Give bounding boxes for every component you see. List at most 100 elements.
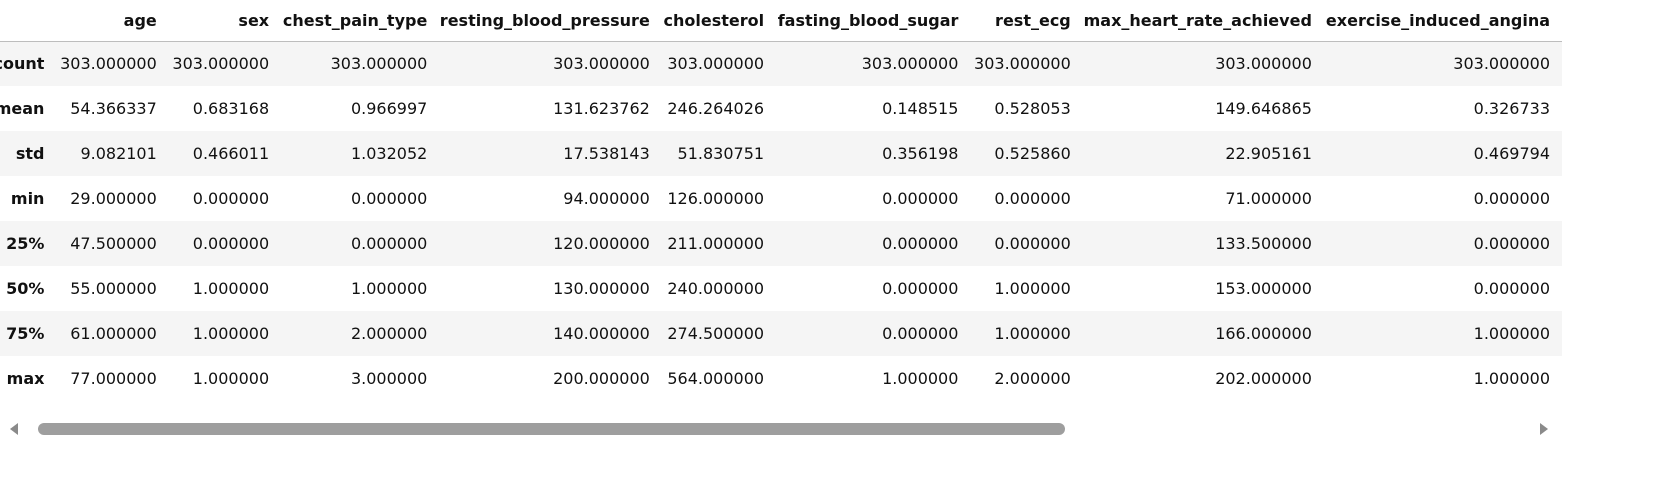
- table-cell: 0.000000: [350, 234, 428, 253]
- table-row: 75% 61.000000 1.000000 2.000000 140.0000…: [0, 311, 1562, 356]
- table-cell: 51.830751: [677, 144, 765, 163]
- table-cell: 0.525860: [994, 144, 1071, 163]
- table-row: max 77.000000 1.000000 3.000000 200.0000…: [0, 356, 1562, 401]
- table-cell: 2.000000: [350, 324, 428, 343]
- row-label: std: [15, 144, 45, 163]
- table-cell: 149.646865: [1215, 99, 1312, 118]
- column-header: sex: [168, 0, 282, 42]
- table-cell: 17.538143: [563, 144, 650, 163]
- row-label: 75%: [6, 324, 45, 343]
- table-cell: 94.000000: [563, 189, 650, 208]
- table-cell: 140.000000: [553, 324, 650, 343]
- table-cell: 166.000000: [1215, 324, 1312, 343]
- table-cell: 153.000000: [1215, 279, 1312, 298]
- table-row: 50% 55.000000 1.000000 1.000000 130.0000…: [0, 266, 1562, 311]
- table-cell: 303.000000: [330, 54, 428, 74]
- scrollbar-thumb[interactable]: [38, 423, 1065, 435]
- table-cell: 130.000000: [553, 279, 650, 298]
- table-cell: 0.000000: [1473, 189, 1550, 208]
- table-row: count 303.000000 303.000000 303.000000 3…: [0, 41, 1562, 86]
- table-cell: 47.500000: [70, 234, 157, 253]
- table-cell: 0.000000: [882, 234, 959, 253]
- table-cell: 0.326733: [1473, 99, 1550, 118]
- table-cell: 0.000000: [192, 234, 270, 253]
- table-row: min 29.000000 0.000000 0.000000 94.00000…: [0, 176, 1562, 221]
- table-cell: 29.000000: [70, 189, 157, 208]
- table-cell: 0.000000: [882, 189, 959, 208]
- table-cell: 54.366337: [70, 99, 157, 118]
- table-cell: 0.356198: [882, 144, 959, 163]
- column-header: chest_pain_type: [281, 0, 440, 42]
- column-header: rest_ecg: [970, 0, 1083, 42]
- table-cell: 303.000000: [172, 54, 270, 74]
- table-cell: 0.000000: [1473, 234, 1550, 253]
- row-label: max: [6, 369, 45, 388]
- table-cell: 9.082101: [80, 144, 157, 163]
- left-arrow-icon[interactable]: [10, 423, 18, 435]
- table-cell: 0.466011: [192, 144, 270, 163]
- table-cell: 303.000000: [861, 54, 959, 74]
- table-cell: 3.000000: [350, 369, 428, 388]
- table-cell: 77.000000: [70, 369, 157, 388]
- table-cell: 0.148515: [882, 99, 959, 118]
- table-row: mean 54.366337 0.683168 0.966997 131.623…: [0, 86, 1562, 131]
- table-cell: 0.966997: [350, 99, 428, 118]
- table-cell: 303.000000: [1215, 54, 1312, 74]
- table-cell: 1.000000: [882, 369, 959, 388]
- table-cell: 240.000000: [667, 279, 765, 298]
- column-header: max_heart_rate_achieved: [1082, 0, 1324, 42]
- table-cell: 0.000000: [994, 189, 1071, 208]
- right-arrow-icon[interactable]: [1540, 423, 1548, 435]
- row-label: mean: [0, 99, 45, 118]
- table-cell: 71.000000: [1225, 189, 1312, 208]
- table-cell: 200.000000: [553, 369, 650, 388]
- table-cell: 1.000000: [1473, 324, 1550, 343]
- table-cell: 0.000000: [1473, 279, 1550, 298]
- table-cell: 0.000000: [192, 189, 270, 208]
- table-row: std 9.082101 0.466011 1.032052 17.538143…: [0, 131, 1562, 176]
- table-cell: 0.000000: [882, 279, 959, 298]
- describe-table: age sex chest_pain_type resting_blood_pr…: [0, 0, 1562, 401]
- table-cell: 1.000000: [192, 279, 270, 298]
- header-row: age sex chest_pain_type resting_blood_pr…: [0, 0, 1562, 42]
- table-cell: 0.469794: [1473, 144, 1550, 163]
- table-cell: 1.000000: [192, 324, 270, 343]
- table-cell: 1.032052: [350, 144, 428, 163]
- table-cell: 0.528053: [994, 99, 1071, 118]
- table-cell: 120.000000: [553, 234, 650, 253]
- table-cell: 303.000000: [667, 54, 765, 74]
- table-cell: 274.500000: [667, 324, 765, 343]
- row-label: min: [10, 189, 45, 208]
- table-cell: 303.000000: [60, 54, 157, 74]
- table-cell: 211.000000: [667, 234, 765, 253]
- table-cell: 202.000000: [1215, 369, 1312, 388]
- table-cell: 55.000000: [70, 279, 157, 298]
- row-label: 50%: [6, 279, 45, 298]
- table-row: 25% 47.500000 0.000000 0.000000 120.0000…: [0, 221, 1562, 266]
- table-cell: 1.000000: [350, 279, 428, 298]
- table-cell: 1.000000: [192, 369, 270, 388]
- table-cell: 133.500000: [1215, 234, 1312, 253]
- column-header: exercise_induced_angina: [1323, 0, 1562, 42]
- column-header: fasting_blood_sugar: [776, 0, 971, 42]
- table-cell: 0.000000: [994, 234, 1071, 253]
- table-cell: 2.000000: [994, 369, 1071, 388]
- table-cell: 1.000000: [994, 324, 1071, 343]
- column-header: cholesterol: [661, 0, 777, 42]
- table-cell: 246.264026: [667, 99, 765, 118]
- column-header: age: [56, 0, 169, 42]
- table-cell: 303.000000: [974, 54, 1071, 74]
- table-cell: 564.000000: [667, 369, 765, 388]
- table-cell: 0.683168: [192, 99, 270, 118]
- row-label: count: [0, 54, 45, 74]
- table-cell: 22.905161: [1225, 144, 1312, 163]
- table-cell: 303.000000: [553, 54, 650, 74]
- index-header: [0, 0, 57, 42]
- table-cell: 1.000000: [994, 279, 1071, 298]
- table-cell: 0.000000: [350, 189, 428, 208]
- column-header: resting_blood_pressure: [439, 0, 662, 42]
- table-cell: 126.000000: [667, 189, 765, 208]
- horizontal-scrollbar[interactable]: [0, 420, 1562, 440]
- table-cell: 61.000000: [70, 324, 157, 343]
- row-label: 25%: [6, 234, 45, 253]
